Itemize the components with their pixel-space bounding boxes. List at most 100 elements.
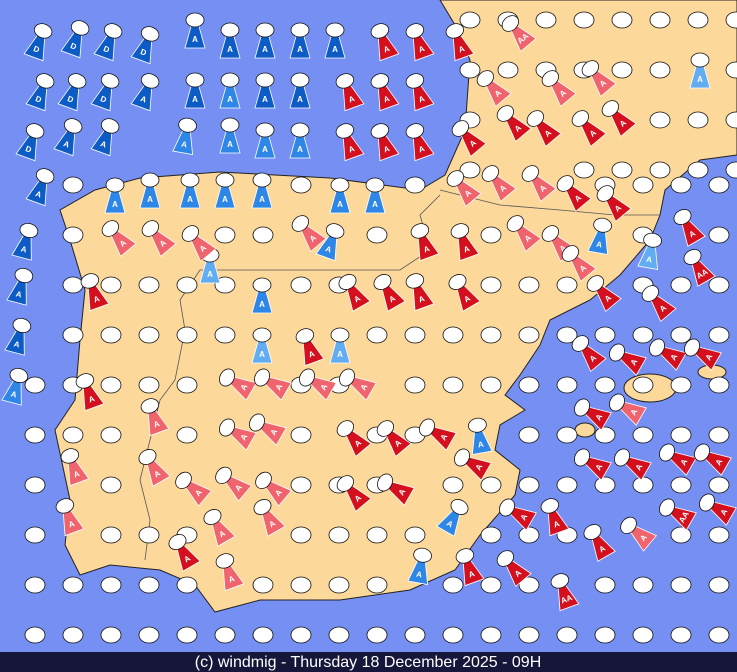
wind-label: A — [603, 293, 613, 304]
wind-marker: A — [53, 118, 83, 157]
grid-points — [24, 11, 737, 644]
station — [413, 547, 432, 563]
wind-marker: D — [90, 73, 120, 112]
wind-label: A — [181, 140, 188, 150]
wind-label: A — [15, 289, 23, 299]
wind-marker: A — [586, 275, 622, 313]
station — [75, 373, 95, 389]
station — [138, 576, 160, 594]
station — [366, 326, 388, 344]
wind-marker: A — [673, 209, 706, 247]
station — [366, 226, 388, 244]
wind-label: A — [222, 195, 228, 204]
wind-label: A — [262, 95, 268, 104]
wind-label: A — [462, 244, 471, 255]
wind-marker: A — [215, 553, 245, 592]
wind-marker: AA — [501, 15, 537, 53]
station — [140, 398, 160, 414]
station — [659, 443, 675, 462]
wind-marker: A — [299, 368, 337, 401]
station — [67, 73, 87, 89]
wind-marker: D — [15, 123, 45, 162]
station — [214, 326, 236, 344]
station — [25, 123, 45, 139]
wind-label: A — [193, 488, 204, 498]
wind-marker: A — [583, 524, 616, 562]
island — [574, 422, 596, 438]
station — [24, 576, 46, 594]
station — [138, 626, 160, 644]
wind-marker: A — [614, 448, 652, 481]
station — [632, 476, 654, 494]
station — [699, 493, 715, 512]
station — [594, 576, 616, 594]
wind-label: A — [239, 382, 250, 392]
wind-marker: A — [521, 165, 557, 203]
wind-marker: A — [699, 493, 737, 526]
wind-marker: A — [445, 23, 475, 62]
station — [518, 276, 540, 294]
wind-label: A — [513, 123, 523, 134]
wind-marker: A — [4, 317, 32, 356]
wind-label: A — [543, 128, 553, 139]
wind-label: A — [382, 44, 391, 55]
station — [365, 177, 385, 193]
station — [687, 111, 709, 129]
station — [62, 426, 84, 444]
station — [708, 576, 730, 594]
station — [518, 576, 540, 594]
wind-marker: A — [289, 72, 311, 109]
wind-label: A — [468, 138, 478, 149]
station — [670, 176, 692, 194]
station — [687, 161, 709, 179]
station — [180, 172, 200, 188]
wind-label: A — [714, 457, 725, 467]
border — [439, 189, 660, 216]
station — [556, 326, 578, 344]
wind-label: A — [118, 238, 128, 249]
wind-label: A — [152, 419, 161, 430]
station — [684, 338, 700, 357]
wind-label: A — [397, 487, 408, 497]
station — [586, 275, 604, 292]
wind-label: A — [417, 144, 426, 155]
wind-marker: A — [540, 498, 570, 537]
station — [176, 326, 198, 344]
station — [100, 376, 122, 394]
station — [290, 526, 312, 544]
station — [376, 420, 394, 437]
station — [63, 118, 83, 134]
wind-marker: A — [1, 367, 29, 406]
wind-marker: A — [75, 373, 105, 412]
wind-marker: A — [370, 123, 400, 162]
wind-marker: D — [23, 23, 53, 62]
station — [480, 476, 502, 494]
station — [573, 11, 595, 29]
wind-marker: A — [289, 122, 311, 159]
station — [708, 476, 730, 494]
station — [459, 61, 481, 79]
wind-marker: A — [373, 274, 406, 312]
wind-label: D — [24, 144, 33, 155]
wind-label: A — [337, 350, 343, 359]
station — [632, 376, 654, 394]
station — [518, 426, 540, 444]
wind-label: A — [519, 512, 530, 522]
wind-label: A — [629, 357, 640, 367]
station — [220, 22, 240, 38]
station — [499, 498, 515, 517]
station — [33, 23, 53, 39]
wind-label: A — [147, 195, 153, 204]
wind-label: A — [588, 128, 598, 139]
station — [518, 326, 540, 344]
station — [450, 499, 469, 515]
station — [725, 61, 737, 79]
wind-marker: A — [219, 418, 257, 451]
wind-label: A — [198, 243, 208, 254]
station — [632, 326, 654, 344]
station — [404, 176, 426, 194]
station — [649, 338, 665, 357]
wind-marker: A — [179, 172, 201, 209]
wind-label: A — [269, 427, 280, 437]
